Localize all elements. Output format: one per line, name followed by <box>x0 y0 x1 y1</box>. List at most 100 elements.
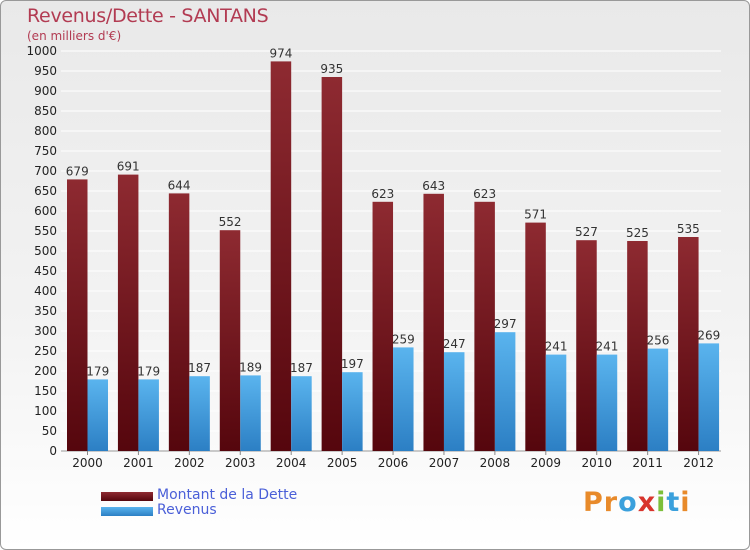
legend-swatch-revenus <box>101 507 153 516</box>
y-tick-label: 550 <box>34 224 57 238</box>
data-label-dette-2012: 535 <box>677 222 700 236</box>
x-tick-label-2000: 2000 <box>72 456 103 470</box>
data-label-dette-2004: 974 <box>269 46 292 60</box>
data-label-dette-2011: 525 <box>626 226 649 240</box>
bar-revenus-2003 <box>240 375 261 451</box>
y-tick-label: 800 <box>34 124 57 138</box>
bars <box>67 61 719 451</box>
data-label-dette-2003: 552 <box>219 215 242 229</box>
y-tick-label: 300 <box>34 324 57 338</box>
bar-dette-2006 <box>373 202 394 451</box>
data-label-revenus-2006: 259 <box>392 332 415 346</box>
y-tick-label: 0 <box>49 444 57 458</box>
y-tick-label: 900 <box>34 84 57 98</box>
x-tick-label-2012: 2012 <box>683 456 714 470</box>
data-label-dette-2002: 644 <box>168 178 191 192</box>
y-axis-ticks: 0 50 100 150 200 250 300 350 400 450 500 550 600 650 7… <box>26 44 57 458</box>
bar-revenus-2000 <box>88 379 109 451</box>
x-tick-label-2010: 2010 <box>581 456 612 470</box>
x-tick-label-2011: 2011 <box>632 456 663 470</box>
x-tick-label-2001: 2001 <box>123 456 154 470</box>
legend-label-revenus: Revenus <box>157 502 217 518</box>
x-tick-label-2003: 2003 <box>225 456 256 470</box>
bar-revenus-2005 <box>342 372 363 451</box>
x-axis-ticks: 2000200120022003200420052006200720082009… <box>72 451 714 470</box>
data-label-revenus-2004: 187 <box>290 361 313 375</box>
y-tick-label: 450 <box>34 264 57 278</box>
y-tick-label: 250 <box>34 344 57 358</box>
bar-dette-2010 <box>576 240 597 451</box>
data-label-revenus-2001: 179 <box>137 364 160 378</box>
legend-label-dette: Montant de la Dette <box>157 487 297 503</box>
y-tick-label: 950 <box>34 64 57 78</box>
logo-letter: r <box>604 487 618 518</box>
data-label-revenus-2007: 247 <box>443 337 466 351</box>
x-tick-label-2007: 2007 <box>429 456 460 470</box>
data-label-dette-2000: 679 <box>66 164 89 178</box>
bar-dette-2003 <box>220 230 241 451</box>
bar-dette-2009 <box>525 223 546 451</box>
data-label-revenus-2012: 269 <box>697 328 720 342</box>
y-tick-label: 500 <box>34 244 57 258</box>
data-label-dette-2007: 643 <box>422 179 445 193</box>
data-label-dette-2001: 691 <box>117 160 140 174</box>
proxiti-logo: Proxiti <box>583 487 691 518</box>
bar-dette-2005 <box>322 77 343 451</box>
data-label-dette-2008: 623 <box>473 187 496 201</box>
bar-revenus-2008 <box>495 332 516 451</box>
legend-swatch-dette <box>101 492 153 501</box>
x-tick-label-2008: 2008 <box>480 456 511 470</box>
data-label-revenus-2002: 187 <box>188 361 211 375</box>
logo-letter: i <box>680 487 690 518</box>
y-tick-label: 200 <box>34 364 57 378</box>
bar-revenus-2004 <box>291 376 312 451</box>
logo-letter: o <box>618 487 638 518</box>
logo-letter: x <box>638 487 656 518</box>
bar-dette-2000 <box>67 179 88 451</box>
y-tick-label: 650 <box>34 184 57 198</box>
y-tick-label: 150 <box>34 384 57 398</box>
bar-revenus-2011 <box>648 349 669 451</box>
bar-dette-2011 <box>627 241 648 451</box>
data-label-dette-2010: 527 <box>575 225 598 239</box>
x-tick-label-2006: 2006 <box>378 456 409 470</box>
x-tick-label-2005: 2005 <box>327 456 358 470</box>
bar-revenus-2006 <box>393 347 414 451</box>
bar-dette-2008 <box>474 202 495 451</box>
data-label-revenus-2009: 241 <box>545 340 568 354</box>
bar-dette-2001 <box>118 175 139 451</box>
data-label-revenus-2008: 297 <box>494 317 517 331</box>
data-label-dette-2005: 935 <box>320 62 343 76</box>
bar-dette-2002 <box>169 193 190 451</box>
y-tick-label: 400 <box>34 284 57 298</box>
bar-revenus-2010 <box>597 355 618 451</box>
y-tick-label: 850 <box>34 104 57 118</box>
data-label-revenus-2005: 197 <box>341 357 364 371</box>
data-label-revenus-2010: 241 <box>596 340 619 354</box>
data-label-dette-2006: 623 <box>371 187 394 201</box>
bar-dette-2007 <box>423 194 444 451</box>
data-label-revenus-2003: 189 <box>239 360 262 374</box>
y-tick-label: 1000 <box>26 44 57 58</box>
y-tick-label: 100 <box>34 404 57 418</box>
bar-dette-2004 <box>271 61 292 451</box>
bar-dette-2012 <box>678 237 699 451</box>
logo-letter: P <box>583 487 604 518</box>
logo-letter: t <box>666 487 680 518</box>
x-tick-label-2002: 2002 <box>174 456 205 470</box>
x-tick-label-2009: 2009 <box>531 456 562 470</box>
y-tick-label: 600 <box>34 204 57 218</box>
y-tick-label: 350 <box>34 304 57 318</box>
data-label-dette-2009: 571 <box>524 208 547 222</box>
data-label-revenus-2011: 256 <box>646 334 669 348</box>
bar-revenus-2012 <box>699 343 720 451</box>
y-tick-label: 50 <box>42 424 57 438</box>
data-label-revenus-2000: 179 <box>86 364 109 378</box>
bar-revenus-2002 <box>189 376 210 451</box>
y-tick-label: 750 <box>34 144 57 158</box>
bar-revenus-2001 <box>138 379 159 451</box>
bar-revenus-2007 <box>444 352 465 451</box>
bar-revenus-2009 <box>546 355 567 451</box>
